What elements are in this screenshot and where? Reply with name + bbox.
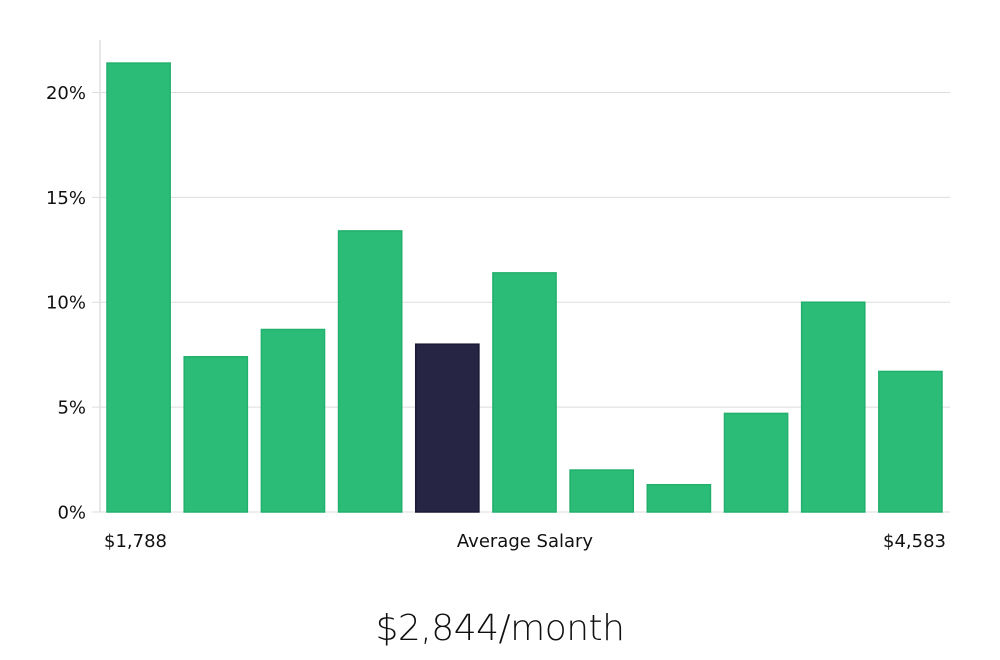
bar (183, 356, 249, 513)
y-tick-label: 5% (57, 398, 86, 419)
bar-highlight-average (414, 343, 480, 513)
bar (260, 328, 326, 513)
bar (800, 301, 866, 513)
bar-layer (106, 62, 943, 513)
bar (337, 230, 403, 513)
salary-histogram-chart: 0% 5% 10% 15% 20% $1,788 Average Salary $4,5… (46, 40, 950, 552)
y-tick-label: 0% (57, 503, 86, 524)
bar (878, 370, 943, 513)
y-tick-label: 10% (46, 293, 86, 314)
bar (646, 483, 712, 513)
x-axis-title: Average Salary (457, 531, 594, 552)
bar (569, 469, 635, 513)
average-salary-caption: $2,844/month (375, 608, 625, 649)
y-tick-label: 15% (46, 188, 86, 209)
bar (106, 62, 171, 513)
tick-layer: 0% 5% 10% 15% 20% (46, 83, 86, 524)
bar (492, 272, 557, 513)
x-axis-max-label: $4,583 (883, 531, 946, 552)
y-tick-label: 20% (46, 83, 86, 104)
x-axis-min-label: $1,788 (104, 531, 167, 552)
bar (723, 412, 789, 513)
